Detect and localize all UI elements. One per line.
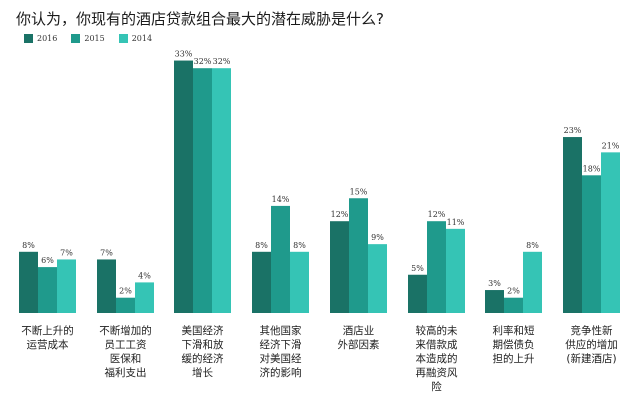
bar-2014-6 [446,228,465,313]
data-label-2015-2: 2% [119,287,132,296]
bar-2014-7 [523,251,542,313]
bar-2016-7 [485,290,504,313]
data-label-2015-5: 15% [350,187,368,196]
legend-label-2014: 2014 [131,34,153,43]
bar-2016-3 [174,60,193,313]
data-label-2015-1: 6% [41,256,54,265]
legend-item-2014: 2014 [118,34,153,43]
bar-2015-3 [193,68,212,313]
data-label-2016-2: 7% [100,248,113,257]
bar-2016-2 [97,259,116,313]
category-label-7: 利率和短期偿债负担的上升 [493,324,535,365]
category-label-4: 其他国家经济下滑对美国经济的影响 [260,324,302,379]
category-label-2: 不断增加的员工工资医保和福利支出 [99,324,152,379]
data-label-2015-8: 18% [583,164,601,173]
bar-2016-8 [563,137,582,313]
legend-swatch-2015 [71,34,81,43]
data-label-2014-5: 9% [371,233,384,242]
data-label-2014-2: 4% [138,271,151,280]
bar-2015-4 [271,205,290,313]
data-label-2014-6: 11% [447,218,465,227]
legend: 2016 2015 2014 [24,34,152,43]
bar-2015-7 [504,297,523,313]
category-label-6: 较高的未来借款成本造成的再融资风险 [416,324,458,393]
data-label-2016-6: 5% [411,264,424,273]
category-label-8: 竞争性新供应的增加(新建酒店) [565,324,618,365]
bar-2014-4 [290,251,309,313]
legend-item-2015: 2015 [71,34,105,43]
legend-swatch-2016 [24,34,33,43]
category-label-1: 不断上升的运营成本 [21,324,74,351]
data-label-2016-5: 12% [331,210,349,219]
category-label-3: 美国经济下滑和放缓的经济增长 [182,324,224,379]
bar-2014-3 [212,68,231,313]
bar-2014-5 [368,244,387,313]
bar-2014-1 [57,259,76,313]
data-label-2016-8: 23% [564,126,582,135]
bar-2015-1 [38,267,57,313]
data-label-2015-7: 2% [507,287,520,296]
bar-2014-8 [601,152,620,313]
bar-2016-6 [408,274,427,313]
data-label-2014-1: 7% [60,248,73,257]
data-label-2015-3: 32% [194,57,212,66]
data-label-2014-3: 32% [213,57,231,66]
data-label-2015-6: 12% [428,210,446,219]
data-label-2014-4: 8% [293,241,306,250]
legend-label-2015: 2015 [84,34,105,43]
data-label-2016-3: 33% [175,50,193,59]
legend-item-2016: 2016 [24,34,57,43]
bar-2016-4 [252,251,271,313]
bar-2015-5 [349,198,368,313]
data-label-2014-8: 21% [602,141,620,150]
category-label-5: 酒店业外部因素 [338,324,380,351]
bar-2016-5 [330,221,349,313]
bar-2014-2 [135,282,154,313]
bar-2015-2 [116,297,135,313]
bar-2015-8 [582,175,601,313]
data-label-2016-4: 8% [255,241,268,250]
legend-swatch-2014 [118,34,128,43]
data-label-2015-4: 14% [272,195,290,204]
data-label-2016-7: 3% [488,279,501,288]
legend-label-2016: 2016 [37,34,58,43]
data-label-2016-1: 8% [22,241,35,250]
bar-2015-6 [427,221,446,313]
chart-title: 你认为，你现有的酒店贷款组合最大的潜在威胁是什么? [16,10,384,28]
bar-2016-1 [19,251,38,313]
data-label-2014-7: 8% [526,241,539,250]
